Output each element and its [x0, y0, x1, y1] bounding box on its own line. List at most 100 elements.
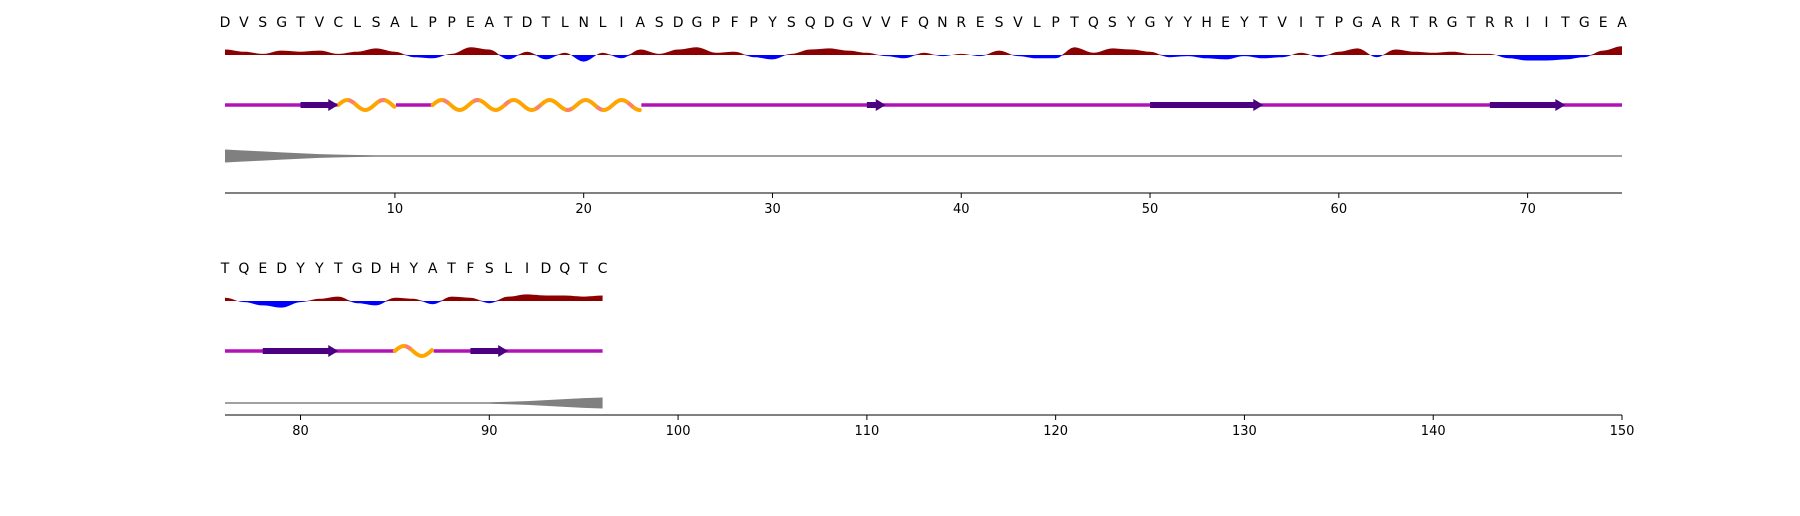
- residue-label: D: [673, 15, 684, 31]
- residue-label: S: [787, 15, 796, 31]
- residue-label: S: [1108, 15, 1117, 31]
- residue-label: F: [731, 15, 739, 31]
- residue-label: E: [258, 261, 267, 277]
- residue-label: F: [466, 261, 474, 277]
- residue-label: V: [862, 15, 872, 31]
- residue-label: Y: [314, 261, 324, 277]
- x-tick-label: 100: [666, 424, 691, 439]
- residue-label: D: [541, 261, 552, 277]
- residue-label: R: [1504, 15, 1514, 31]
- residue-label: L: [410, 15, 418, 31]
- hydrophobicity-positive-area: [225, 294, 603, 301]
- residue-label: I: [1544, 15, 1548, 31]
- residue-label: D: [824, 15, 835, 31]
- residue-label: I: [1526, 15, 1530, 31]
- panel-2: T Q E D Y Y T G D H Y A T F S L I D Q T C80 90 100 110 120 130 140…: [220, 261, 1635, 439]
- residue-label: R: [1485, 15, 1495, 31]
- residue-label: I: [525, 261, 529, 277]
- residue-label: G: [352, 261, 363, 277]
- residue-label: A: [636, 15, 646, 31]
- x-tick-label: 60: [1331, 202, 1348, 217]
- x-tick-label: 70: [1519, 202, 1536, 217]
- helix-highlight: [431, 97, 640, 113]
- residue-label: P: [1335, 15, 1343, 31]
- residue-label: E: [976, 15, 985, 31]
- strand-arrow: [470, 345, 509, 357]
- residue-label: Y: [767, 15, 777, 31]
- residue-label: R: [956, 15, 966, 31]
- residue-label: T: [1560, 15, 1570, 31]
- residue-label: R: [1428, 15, 1438, 31]
- helix: [336, 97, 397, 113]
- residue-label: P: [447, 15, 455, 31]
- helix: [392, 343, 434, 359]
- residue-label: E: [1599, 15, 1608, 31]
- residue-label: T: [578, 261, 588, 277]
- residue-label: R: [1391, 15, 1401, 31]
- hydrophobicity-negative-area: [225, 301, 603, 308]
- residue-label: L: [1033, 15, 1041, 31]
- residue-label: P: [749, 15, 757, 31]
- residue-label: F: [901, 15, 909, 31]
- residue-label: V: [1277, 15, 1287, 31]
- residue-label: Q: [918, 15, 929, 31]
- residue-label: N: [578, 15, 588, 31]
- residue-label: Y: [1239, 15, 1249, 31]
- residue-label: T: [220, 261, 230, 277]
- residue-label: L: [599, 15, 607, 31]
- hydrophobicity-negative-area: [225, 55, 1622, 62]
- residue-label: S: [372, 15, 381, 31]
- residue-label: I: [1299, 15, 1303, 31]
- residue-label: V: [1013, 15, 1023, 31]
- residue-label: S: [258, 15, 267, 31]
- strand-arrow: [1150, 99, 1264, 111]
- residue-label: G: [1145, 15, 1156, 31]
- residue-label: I: [619, 15, 623, 31]
- residue-label: D: [220, 15, 231, 31]
- residue-label: T: [1069, 15, 1079, 31]
- residue-label: Q: [1088, 15, 1099, 31]
- residue-label: N: [937, 15, 947, 31]
- x-tick-label: 150: [1610, 424, 1635, 439]
- residue-label: T: [541, 15, 551, 31]
- x-tick-label: 140: [1421, 424, 1446, 439]
- x-tick-label: 130: [1232, 424, 1257, 439]
- residue-label: A: [1617, 15, 1627, 31]
- residue-label: Q: [805, 15, 816, 31]
- residue-label: H: [390, 261, 401, 277]
- residue-label: A: [1372, 15, 1382, 31]
- x-tick-label: 40: [953, 202, 970, 217]
- residue-label: T: [1409, 15, 1419, 31]
- residue-label: T: [333, 261, 343, 277]
- residue-label: A: [428, 261, 438, 277]
- residue-label: Y: [409, 261, 419, 277]
- residue-label: G: [1447, 15, 1458, 31]
- residue-label: G: [843, 15, 854, 31]
- strand-arrow: [262, 345, 339, 357]
- residue-label: V: [881, 15, 891, 31]
- residue-label: Y: [1126, 15, 1136, 31]
- residue-label: G: [1352, 15, 1363, 31]
- residue-label: D: [522, 15, 533, 31]
- residue-label: T: [1466, 15, 1476, 31]
- residue-label: L: [561, 15, 569, 31]
- residue-label: A: [485, 15, 495, 31]
- x-tick-label: 120: [1043, 424, 1068, 439]
- disorder-band: [225, 397, 603, 409]
- residue-label: H: [1201, 15, 1212, 31]
- x-tick-label: 80: [292, 424, 309, 439]
- residue-label: P: [428, 15, 436, 31]
- residue-label: E: [1221, 15, 1230, 31]
- residue-label: C: [598, 261, 608, 277]
- residue-label: S: [485, 261, 494, 277]
- residue-label: P: [1051, 15, 1059, 31]
- residue-label: S: [995, 15, 1004, 31]
- residue-label: V: [239, 15, 249, 31]
- residue-label: D: [371, 261, 382, 277]
- residue-label: D: [276, 261, 287, 277]
- residue-label: Y: [1183, 15, 1193, 31]
- disorder-band: [225, 149, 1622, 163]
- residue-label: A: [390, 15, 400, 31]
